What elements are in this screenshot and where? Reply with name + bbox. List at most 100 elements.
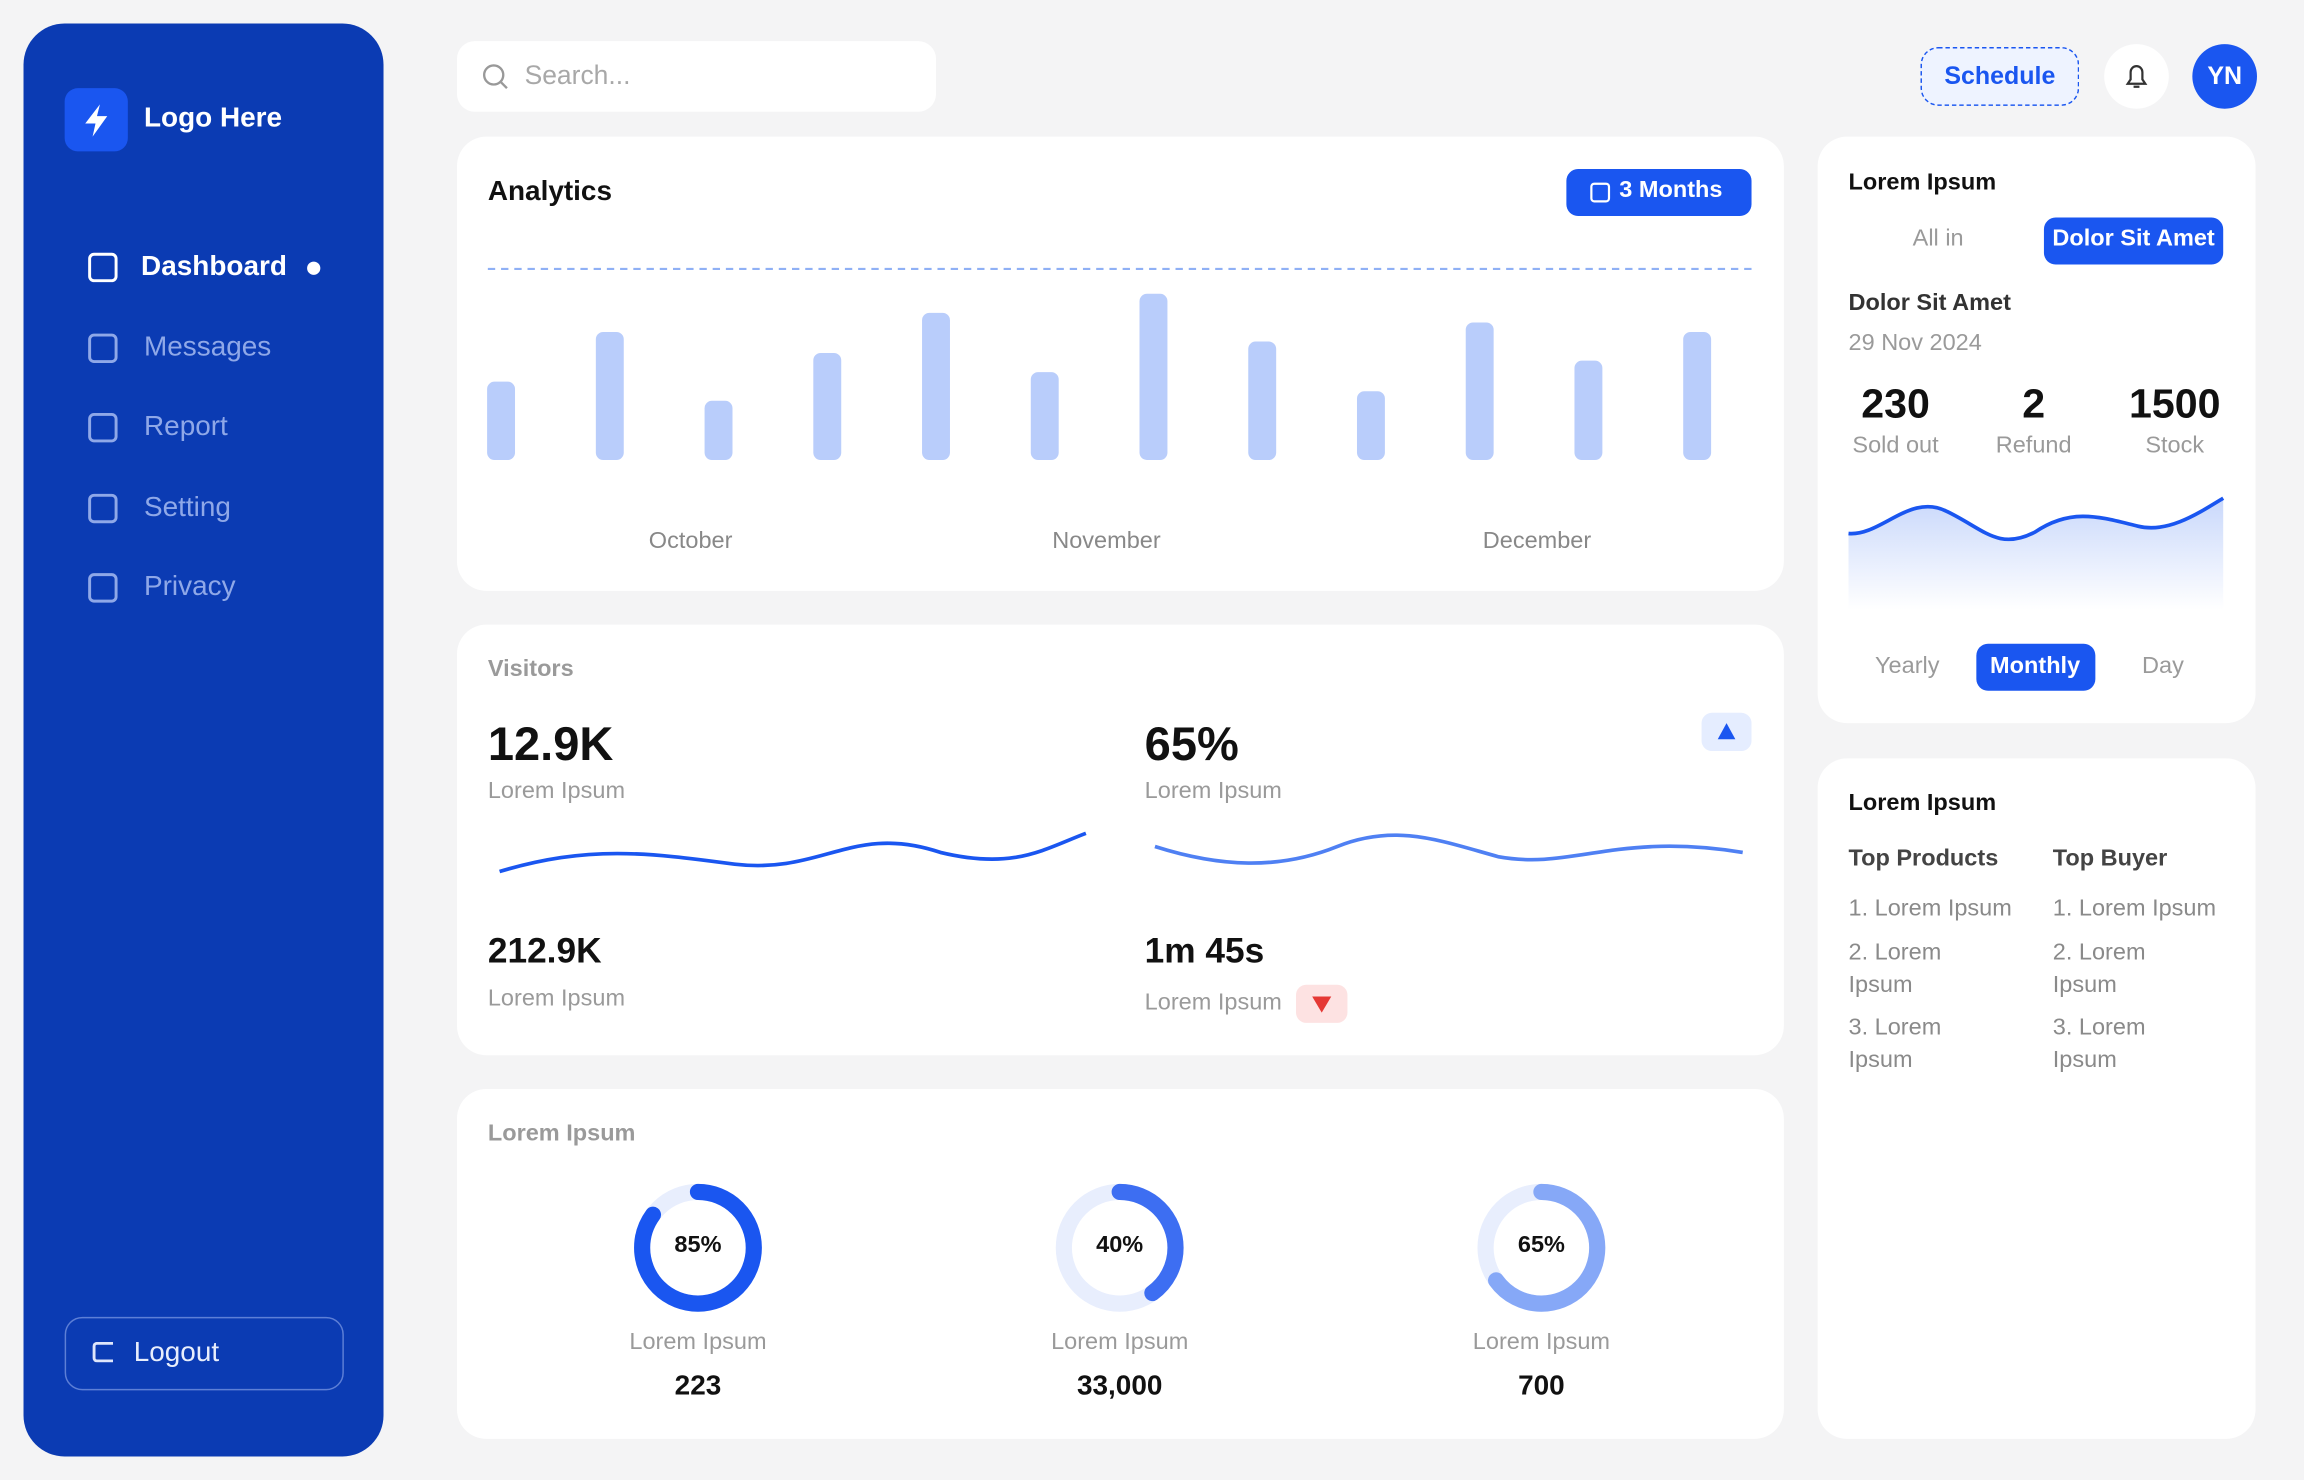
schedule-button[interactable] [1920,47,2080,106]
stat-label: Lorem Ipsum [1144,778,1282,804]
stat-value: 212.9K [487,931,602,972]
tab[interactable]: All in [1912,226,1964,252]
bolt-icon [85,104,108,137]
donut-label: Lorem Ipsum [629,1330,767,1356]
calendar-icon [1590,182,1611,203]
donut-total: 700 [1518,1371,1565,1403]
search-placeholder[interactable]: Search... [524,60,631,90]
top-card [1817,758,2256,1439]
logout-button[interactable] [64,1316,344,1391]
bar [1030,372,1059,461]
donut-arc [1477,1183,1606,1312]
sparkline [1154,833,1744,865]
stat-value: 1m 45s [1144,931,1265,972]
summary-label: Refund [1995,433,2072,459]
donut-percent: 65% [1517,1233,1565,1259]
donut-label: Lorem Ipsum [1051,1330,1189,1356]
bar [1465,322,1494,461]
visitors-title: Visitors [487,656,574,682]
list-item: 3. Lorem Ipsum [1848,1015,1942,1073]
progress-title: Lorem Ipsum [487,1121,636,1147]
nav-item[interactable]: Dashboard [141,251,287,283]
bar [922,312,950,461]
bell-button[interactable] [2104,44,2169,109]
bar [1248,341,1277,461]
nav-icon[interactable] [88,493,118,524]
logo-text: Logo Here [144,102,283,134]
period[interactable]: Yearly [1875,654,1940,680]
tab[interactable]: Dolor Sit Amet [2052,226,2215,252]
summary-title: Lorem Ipsum [1848,170,1997,196]
list-item: 1. Lorem Ipsum [1848,896,2012,922]
nav-item[interactable]: Setting [144,492,231,524]
logout-text[interactable]: Logout [133,1337,220,1369]
bar [1356,391,1385,461]
range-text[interactable]: 3 Months [1619,177,1723,203]
range-button[interactable] [1566,169,1752,217]
summary-subtitle: Dolor Sit Amet [1848,291,2011,316]
analytics-title: Analytics [487,176,612,208]
avatar[interactable] [2192,44,2257,109]
summary-date: 29 Nov 2024 [1848,330,1982,356]
top-title: Lorem Ipsum [1848,790,1997,816]
period[interactable]: Monthly [1990,654,2081,680]
bar [595,332,624,461]
donut-total: 223 [674,1371,722,1403]
donut-percent: 40% [1096,1233,1144,1259]
month-label: October [648,529,733,555]
bar [1683,332,1712,461]
list-item: 2. Lorem Ipsum [2052,940,2146,998]
stat-label: Lorem Ipsum [1144,990,1282,1016]
summary-label: Sold out [1852,433,1939,459]
period-active[interactable] [1976,643,2096,691]
summary-value: 230 [1861,380,1930,427]
sidebar [23,23,384,1457]
donut-total: 33,000 [1076,1371,1163,1403]
search-icon [482,64,508,90]
search-box[interactable] [456,41,937,112]
bell-icon [2125,65,2148,88]
nav-icon[interactable] [88,333,118,364]
logo-icon [64,88,128,152]
nav-icon[interactable] [88,412,118,443]
nav-item[interactable]: Privacy [144,571,236,603]
donut-arc [634,1183,762,1312]
active-dot [307,261,321,275]
stat-value: 12.9K [487,717,614,771]
wave-area [1848,498,2224,610]
donut-label: Lorem Ipsum [1472,1330,1611,1356]
stat-value: 65% [1144,717,1239,771]
month-label: November [1052,529,1161,555]
summary-wave [1848,496,2225,610]
sparklines [499,712,1752,1023]
stat-label: Lorem Ipsum [487,778,626,804]
avatar-text[interactable]: YN [2207,61,2243,90]
nav-icon[interactable] [88,573,118,603]
month-label: December [1482,529,1592,555]
bar [813,353,842,461]
column-heading: Top Buyer [2052,846,2168,872]
stat-label: Lorem Ipsum [487,986,626,1012]
period[interactable]: Day [2142,654,2184,680]
column-heading: Top Products [1848,846,1999,872]
list-item: 3. Lorem Ipsum [2052,1015,2146,1073]
progress-card [456,1089,1784,1439]
list-item: 1. Lorem Ipsum [2052,896,2217,922]
nav-item[interactable]: Messages [144,332,272,364]
list-item: 2. Lorem Ipsum [1848,940,1942,998]
nav-item[interactable]: Report [144,411,228,443]
donut-arc [1055,1183,1184,1312]
sparkline [499,831,1087,874]
bar [1574,360,1603,461]
wave-line [1848,496,2225,542]
tab-active[interactable] [2043,217,2224,265]
bar [1139,293,1168,461]
nav-icon[interactable] [88,252,118,283]
visitors-card [456,624,1784,1056]
bar-chart [487,267,1752,461]
schedule-text[interactable]: Schedule [1944,61,2056,90]
bar [487,381,516,461]
